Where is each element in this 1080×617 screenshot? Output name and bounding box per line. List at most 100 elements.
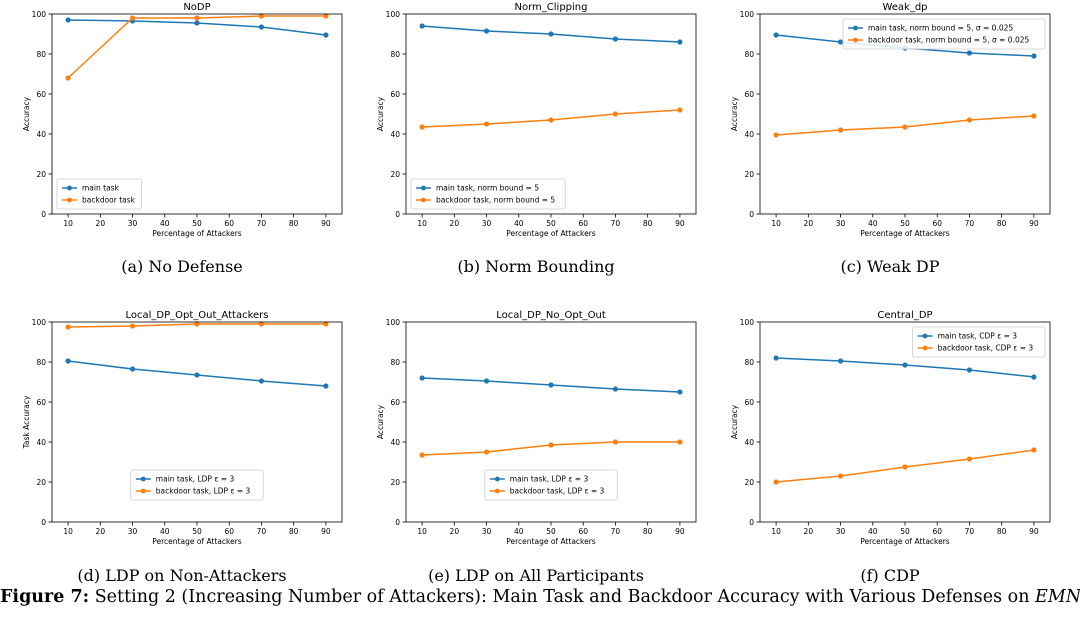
x-axis-label: Percentage of Attackers [152, 537, 242, 546]
x-tick-label: 20 [450, 219, 460, 228]
y-axis-label: Accuracy [376, 96, 385, 131]
y-tick-label: 80 [744, 50, 754, 59]
x-tick-label: 20 [804, 219, 814, 228]
y-tick-label: 60 [36, 90, 46, 99]
data-point [773, 479, 779, 485]
data-point [194, 20, 200, 26]
y-tick-label: 80 [36, 358, 46, 367]
legend: main task backdoor task [56, 178, 142, 210]
data-point [966, 117, 973, 123]
legend-marker [853, 25, 858, 31]
data-point [129, 366, 136, 372]
y-tick-label: 80 [744, 358, 754, 367]
y-tick-label: 20 [36, 170, 46, 179]
data-point [837, 127, 844, 133]
y-axis-label: Accuracy [376, 404, 385, 439]
x-axis-label: Percentage of Attackers [152, 229, 242, 238]
y-tick-label: 20 [744, 478, 754, 487]
data-point [1031, 374, 1037, 380]
data-point [323, 13, 329, 19]
x-tick-label: 90 [675, 527, 685, 536]
panel-f: Central_DP 10 20 30 40 50 60 70 80 90 0 20 40 60 80 100… [712, 308, 1068, 585]
y-tick-label: 100 [740, 10, 755, 19]
panel-b: Norm_Clipping 10 20 30 40 50 60 70 80 90 0 20 40 60 80… [358, 0, 714, 276]
x-tick-label: 40 [160, 527, 170, 536]
x-tick-label: 10 [63, 219, 73, 228]
chart-title: Local_DP_Opt_Out_Attackers [126, 310, 269, 321]
x-tick-label: 20 [96, 527, 106, 536]
legend-label: backdoor task, norm bound = 5, σ = 0.025 [868, 36, 1029, 45]
x-tick-label: 90 [321, 219, 331, 228]
legend-box [130, 469, 264, 501]
chart-title: Weak_dp [882, 2, 927, 13]
legend-box [912, 326, 1046, 358]
x-tick-label: 10 [417, 219, 427, 228]
legend-label: main task, LDP ε = 3 [156, 475, 235, 484]
y-tick-label: 0 [395, 210, 400, 219]
x-tick-label: 50 [546, 527, 556, 536]
x-tick-label: 20 [96, 219, 106, 228]
x-tick-label: 90 [675, 219, 685, 228]
y-axis-label: Task Accuracy [22, 395, 31, 449]
y-tick-label: 60 [36, 398, 46, 407]
y-axis-label: Accuracy [22, 96, 31, 131]
x-tick-label: 80 [289, 219, 299, 228]
x-tick-label: 40 [868, 527, 878, 536]
x-tick-label: 60 [224, 527, 234, 536]
chart-local-dp-opt-out: Local_DP_Opt_Out_Attackers 10 20 30 40 50 60 70… [22, 310, 343, 546]
legend: main task, LDP ε = 3 backdoor task, LDP ε… [130, 469, 264, 501]
chart-title: Norm_Clipping [515, 2, 588, 13]
x-axis-label: Percentage of Attackers [860, 229, 950, 238]
data-point [612, 36, 619, 42]
legend-label: main task, CDP ε = 3 [938, 332, 1018, 341]
data-point [483, 121, 490, 127]
x-tick-label: 30 [128, 219, 138, 228]
legend-marker [494, 476, 500, 482]
y-tick-label: 20 [390, 478, 400, 487]
data-point [548, 117, 554, 123]
data-point [837, 358, 844, 364]
x-tick-label: 40 [514, 219, 524, 228]
data-point [323, 32, 329, 38]
legend-label: backdoor task, norm bound = 5 [436, 196, 555, 205]
chart-weak-dp: Weak_dp 10 20 30 40 50 60 70 80 90 0 20 40 60 80 100 Per… [730, 2, 1051, 238]
subcaption-b: (b) Norm Bounding [457, 257, 615, 276]
y-tick-label: 40 [36, 130, 46, 139]
x-tick-label: 10 [417, 527, 427, 536]
chart-title: Local_DP_No_Opt_Out [496, 310, 606, 321]
data-point [902, 362, 908, 368]
x-tick-label: 70 [257, 527, 267, 536]
figure-caption: Figure 7: Setting 2 (Increasing Number o… [0, 587, 1080, 607]
x-tick-label: 60 [578, 527, 588, 536]
x-tick-label: 10 [63, 527, 73, 536]
legend-marker [67, 197, 72, 203]
data-point [419, 23, 425, 29]
data-point [773, 132, 779, 138]
data-point [258, 321, 265, 327]
legend: main task, norm bound = 5 backdoor task, … [410, 178, 566, 210]
y-tick-label: 60 [390, 398, 400, 407]
legend-marker [922, 345, 928, 351]
data-point [548, 382, 554, 388]
x-tick-label: 30 [482, 219, 492, 228]
y-tick-label: 80 [390, 358, 400, 367]
data-point [548, 442, 554, 448]
legend-label: backdoor task, LDP ε = 3 [510, 487, 605, 496]
caption-dataset: EMNIST [1035, 587, 1080, 607]
y-tick-label: 20 [744, 170, 754, 179]
y-tick-label: 40 [36, 438, 46, 447]
x-tick-label: 60 [578, 219, 588, 228]
data-point [65, 358, 71, 364]
data-point [837, 39, 844, 45]
panel-e: Local_DP_No_Opt_Out 10 20 30 40 50 60 70 80 90 0 20… [358, 308, 714, 585]
x-tick-label: 60 [932, 219, 942, 228]
data-point [323, 383, 329, 389]
x-tick-label: 50 [192, 527, 202, 536]
x-tick-label: 60 [932, 527, 942, 536]
data-point [773, 32, 779, 38]
data-point [1031, 53, 1037, 59]
data-point [483, 449, 490, 455]
x-tick-label: 40 [868, 219, 878, 228]
plot-frame [51, 13, 343, 215]
